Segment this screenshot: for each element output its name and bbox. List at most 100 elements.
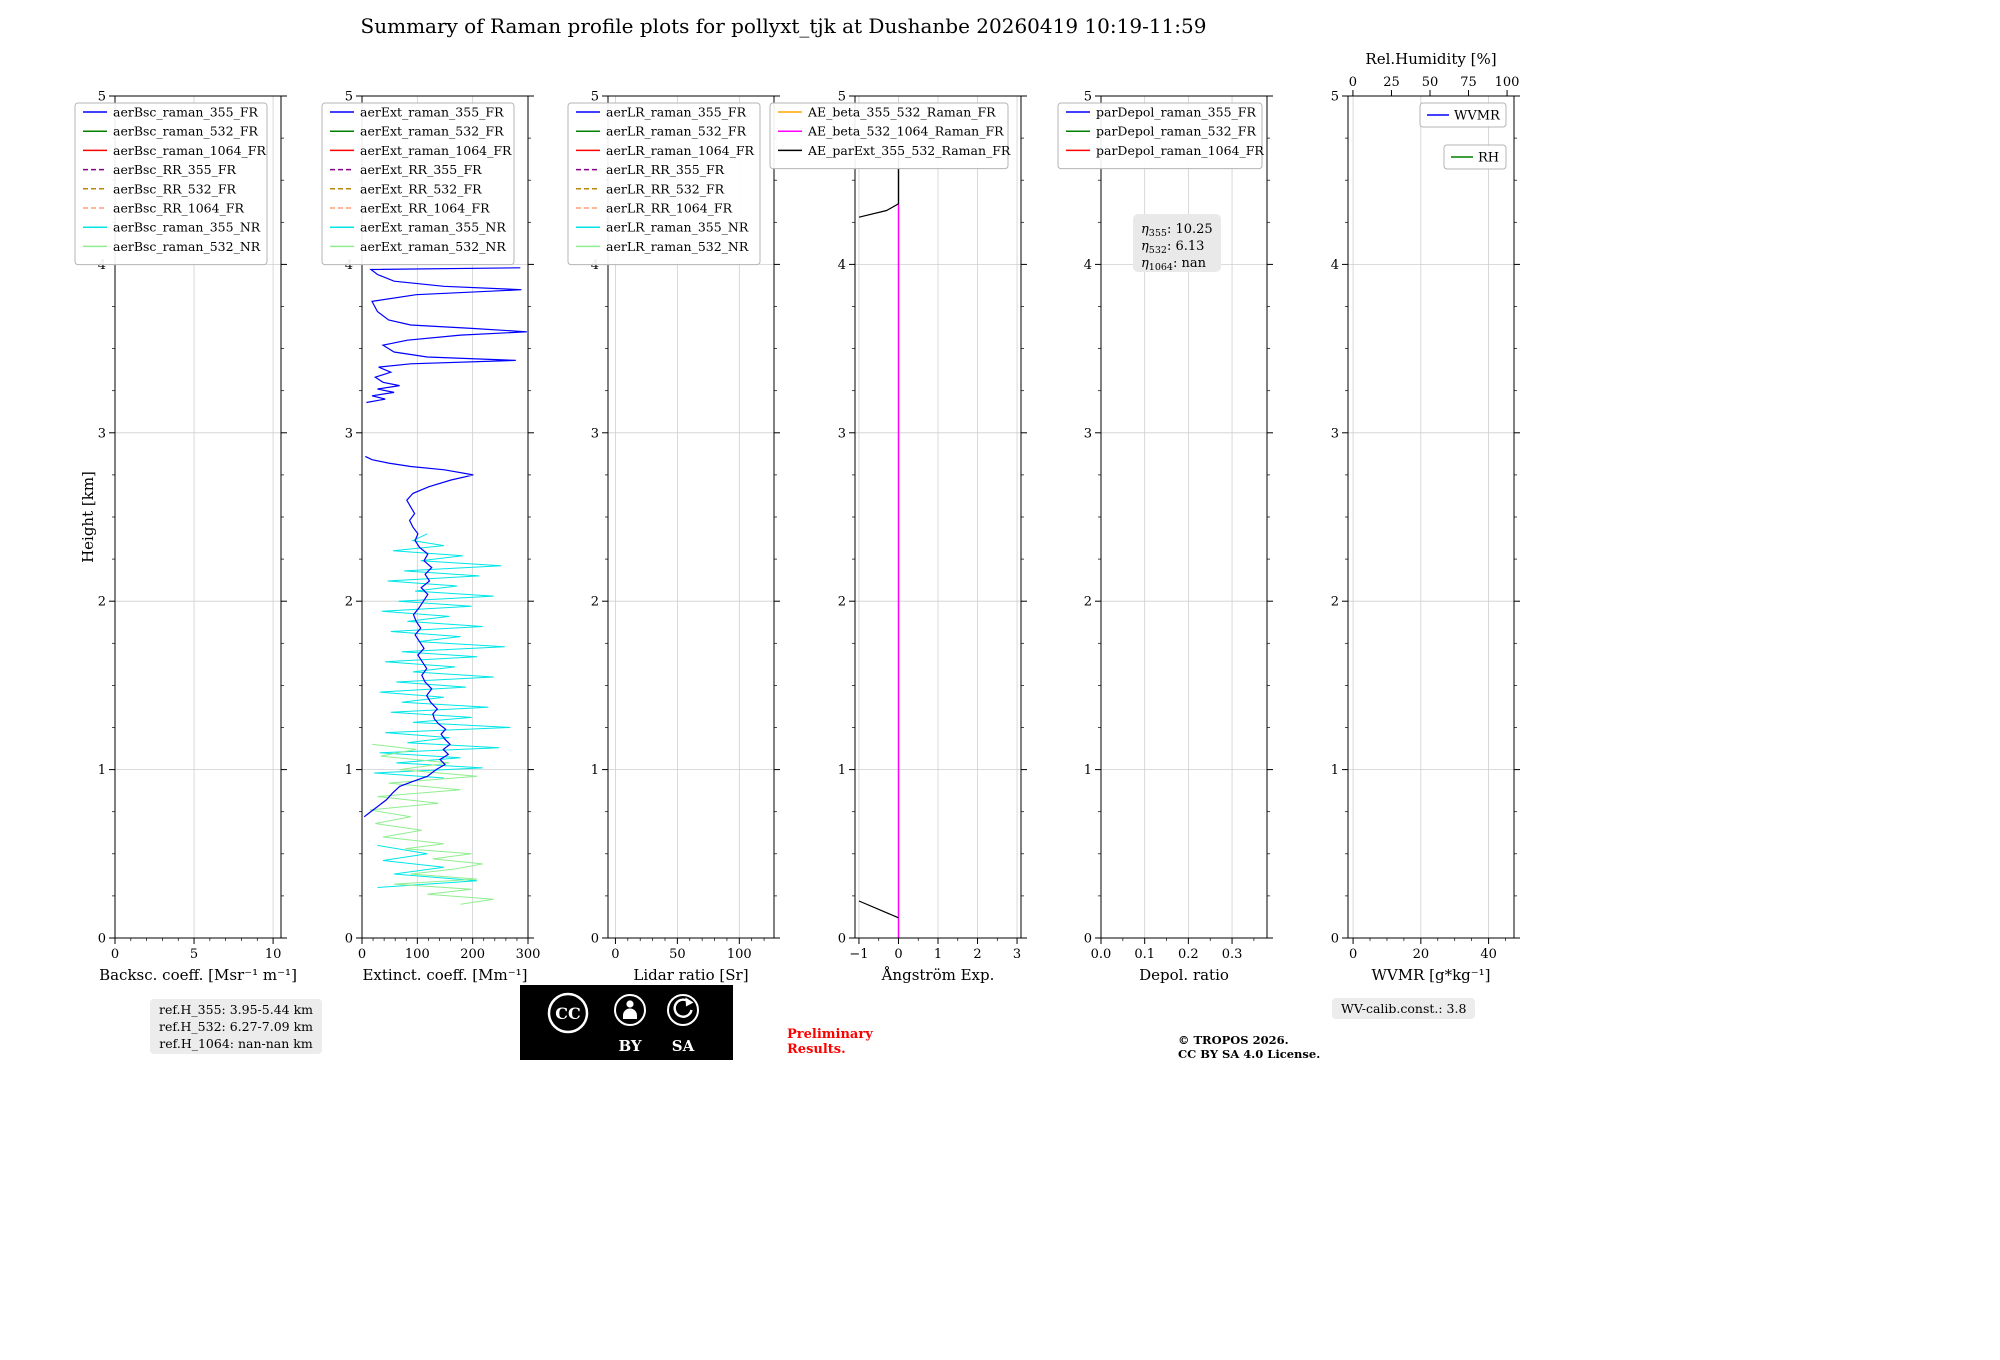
xtick-label: 2 <box>973 947 981 962</box>
top-xtick-label: 25 <box>1383 75 1400 90</box>
ytick-label: 3 <box>591 426 599 441</box>
xlabel-extinction: Extinct. coeff. [Mm⁻¹] <box>362 966 527 984</box>
chart-title: Summary of Raman profile plots for polly… <box>360 14 1207 38</box>
legend-label: aerExt_RR_1064_FR <box>360 201 490 216</box>
ytick-label: 0 <box>838 932 846 947</box>
tropos-copyright: © TROPOS 2026. CC BY SA 4.0 License. <box>1178 1033 1321 1061</box>
ytick-label: 1 <box>591 763 599 778</box>
xtick-label: 40 <box>1480 947 1497 962</box>
xtick-label: −1 <box>849 947 868 962</box>
legend-label: aerBsc_RR_1064_FR <box>113 201 244 216</box>
share-alike-arrow-icon <box>673 998 693 1018</box>
ytick-label: 4 <box>1331 258 1339 273</box>
xtick-label: 50 <box>669 947 686 962</box>
ytick-label: 3 <box>1331 426 1339 441</box>
legend-label: aerBsc_raman_355_FR <box>113 105 258 120</box>
ytick-label: 5 <box>1084 90 1092 105</box>
top-xtick-label: 0 <box>1349 75 1357 90</box>
ytick-label: 5 <box>345 90 353 105</box>
xtick-label: 0.1 <box>1134 947 1155 962</box>
ref-height-355: ref.H_355: 3.95-5.44 km <box>159 1002 314 1017</box>
legend-label: aerLR_raman_532_NR <box>606 239 749 254</box>
legend-label: aerBsc_raman_1064_FR <box>113 143 266 158</box>
license-line: CC BY SA 4.0 License. <box>1178 1046 1321 1061</box>
xtick-label: 100 <box>405 947 430 962</box>
reference-height-note: ref.H_355: 3.95-5.44 km ref.H_532: 6.27-… <box>150 999 323 1054</box>
preliminary-results-note: Preliminary Results. <box>787 1027 873 1057</box>
legend-wvmr-RH: RH <box>1443 144 1507 170</box>
xlabel-lidar-ratio: Lidar ratio [Sr] <box>633 966 748 984</box>
ytick-label: 4 <box>591 258 599 273</box>
wv-calibration-note: WV-calib.const.: 3.8 <box>1332 998 1476 1019</box>
legend-backscatter: aerBsc_raman_355_FR aerBsc_raman_532_FRae… <box>74 102 268 266</box>
series-aerExt_raman_355_FR <box>366 267 527 404</box>
legend-label: aerLR_raman_532_FR <box>606 124 747 139</box>
ytick-label: 4 <box>1084 258 1092 273</box>
legend-label: aerExt_raman_355_NR <box>360 220 506 235</box>
xtick-label: 0 <box>1349 947 1357 962</box>
series-AE_parExt_355_532_Raman_FR <box>858 900 899 919</box>
xtick-label: 20 <box>1413 947 1430 962</box>
legend-extinction: aerExt_raman_355_FR aerExt_raman_532_FRae… <box>321 102 515 266</box>
legend-label: RH <box>1478 151 1499 166</box>
ytick-label: 2 <box>838 595 846 610</box>
ytick-label: 5 <box>838 90 846 105</box>
series-aerExt_raman_355_FR <box>363 455 474 818</box>
ytick-label: 2 <box>98 595 106 610</box>
ytick-label: 1 <box>838 763 846 778</box>
preliminary-line2: Results. <box>787 1042 846 1057</box>
xlabel-depol: Depol. ratio <box>1139 966 1229 984</box>
xtick-label: 5 <box>190 947 198 962</box>
xtick-label: 3 <box>1013 947 1021 962</box>
legend-depol: parDepol_raman_355_FR parDepol_raman_532_… <box>1057 102 1264 170</box>
legend-label: aerLR_RR_1064_FR <box>606 201 733 216</box>
share-alike-icon <box>667 994 699 1026</box>
xlabel-wvmr: WVMR [g*kg⁻¹] <box>1371 966 1490 984</box>
cc-logo-icon <box>547 992 589 1034</box>
ytick-label: 4 <box>345 258 353 273</box>
cc-license-badge: CC BY SA <box>520 985 733 1060</box>
legend-label: aerExt_raman_1064_FR <box>360 143 512 158</box>
ytick-label: 0 <box>345 932 353 947</box>
legend-label: aerExt_RR_532_FR <box>360 181 482 196</box>
top-xtick-label: 75 <box>1460 75 1477 90</box>
ytick-label: 3 <box>345 426 353 441</box>
share-alike-arrowhead-icon <box>685 997 694 1007</box>
xtick-label: 300 <box>516 947 541 962</box>
legend-label: aerBsc_raman_532_NR <box>113 239 261 254</box>
cc-logo-text: CC <box>555 1004 580 1023</box>
legend-angstroem: AE_beta_355_532_Raman_FR AE_beta_532_1064… <box>769 102 1011 170</box>
legend-label: aerLR_RR_532_FR <box>606 181 725 196</box>
legend-label: parDepol_raman_532_FR <box>1096 124 1256 139</box>
person-head-icon <box>626 1000 634 1008</box>
legend-label: aerExt_RR_355_FR <box>360 162 482 177</box>
xtick-label: 10 <box>265 947 282 962</box>
top-xtick-label: 50 <box>1422 75 1439 90</box>
legend-label: AE_parExt_355_532_Raman_FR <box>807 143 1011 158</box>
series-aerExt_raman_355_NR <box>377 844 478 888</box>
ytick-label: 2 <box>1331 595 1339 610</box>
series-aerExt_raman_355_NR <box>374 533 511 779</box>
ytick-label: 4 <box>838 258 846 273</box>
legend-label: aerExt_raman_532_FR <box>360 124 504 139</box>
ytick-label: 3 <box>98 426 106 441</box>
legend-lidar-ratio: aerLR_raman_355_FR aerLR_raman_532_FR aerL… <box>567 102 761 266</box>
ytick-label: 5 <box>591 90 599 105</box>
legend-label: aerBsc_RR_532_FR <box>113 181 237 196</box>
cc-by-label: BY <box>618 1037 641 1055</box>
legend-label: aerLR_raman_355_NR <box>606 220 749 235</box>
series-aerExt_raman_532_NR <box>369 743 494 905</box>
xtick-label: 0 <box>358 947 366 962</box>
legend-wvmr-WVMR: WVMR <box>1419 102 1507 128</box>
ytick-label: 1 <box>1331 763 1339 778</box>
legend-label: aerBsc_raman_355_NR <box>113 220 261 235</box>
ytick-label: 3 <box>1084 426 1092 441</box>
copyright-line: © TROPOS 2026. <box>1178 1033 1289 1047</box>
ytick-label: 0 <box>591 932 599 947</box>
legend-label: WVMR <box>1454 109 1501 124</box>
panel-extinction: 0 1 2 3 4 5 0 100 200 300 Extinct. coeff. [Mm⁻¹] ae… <box>321 90 541 984</box>
